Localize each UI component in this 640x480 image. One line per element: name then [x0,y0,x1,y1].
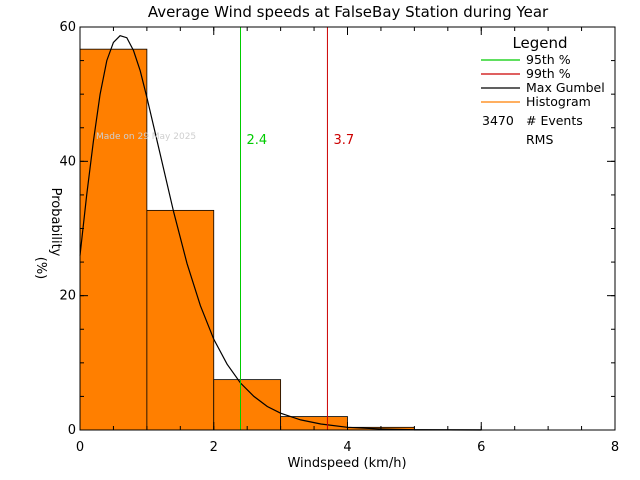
percentile-label: 3.7 [333,133,354,148]
y-tick-label: 60 [59,20,76,35]
histogram-bar [213,379,282,431]
x-tick-label: 8 [611,440,619,455]
x-tick-label: 6 [477,440,485,455]
y-axis-unit: (%) [33,257,48,280]
x-tick-label: 2 [210,440,218,455]
y-tick-label: 0 [68,423,76,438]
legend-item-label: Histogram [526,94,591,109]
watermark: Made on 29 May 2025 [96,132,196,142]
y-tick-label: 40 [59,154,76,169]
events-label: # Events [526,113,583,128]
legend-title: Legend [512,34,567,52]
percentile-lines: 2.4 3.7 [240,27,354,430]
x-tick-label: 0 [76,440,84,455]
events-count: 3470 [482,113,514,128]
histogram-bars [79,48,482,431]
y-tick-label: 20 [59,289,76,304]
y-axis-label: Probability [48,188,63,257]
legend-item-label: 99th % [526,66,571,81]
gumbel-curve [79,35,482,431]
legend-item-label: Max Gumbel [526,80,605,95]
percentile-label: 2.4 [247,133,268,148]
rms-label: RMS [526,132,553,147]
x-axis-label: Windspeed (km/h) [287,456,406,471]
histogram-bar [79,48,148,431]
chart-title: Average Wind speeds at FalseBay Station … [148,3,549,21]
x-tick-label: 4 [343,440,351,455]
legend-item-label: 95th % [526,52,571,67]
histogram-bar [146,209,215,431]
axis-ticks: 0 2 4 6 8 0 20 40 60 [59,20,619,455]
